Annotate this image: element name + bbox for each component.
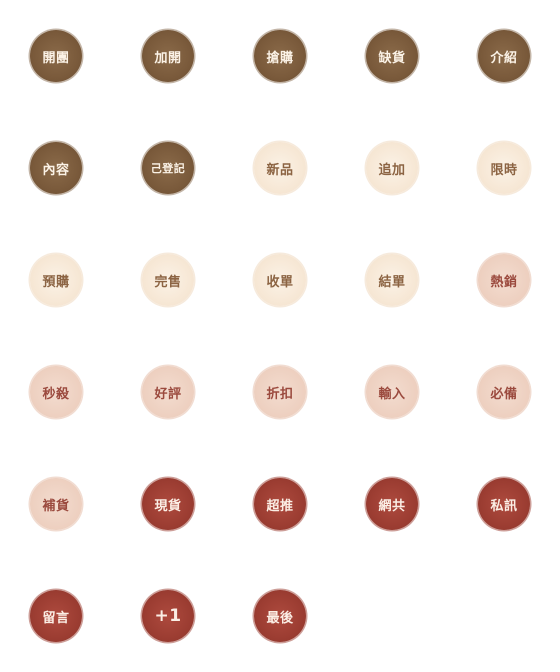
sticker-button[interactable]: 超推 [254,478,306,530]
sticker-button[interactable]: +1 [142,590,194,642]
sticker-button[interactable]: 缺貨 [366,30,418,82]
sticker-label: 介紹 [490,50,518,66]
sticker-label: 追加 [378,162,406,178]
sticker-label: 內容 [42,162,70,178]
sticker-button[interactable]: 搶購 [254,30,306,82]
sticker-label: 收單 [266,274,294,290]
sticker-label: 搶購 [266,50,294,66]
sticker-label: 己登記 [150,162,186,175]
sticker-label: 預購 [42,274,70,290]
sticker-label: 必備 [490,386,518,402]
sticker-button[interactable]: 熱銷 [478,254,530,306]
sticker-button[interactable]: 開團 [30,30,82,82]
sticker-label: 結單 [378,274,406,290]
sticker-button[interactable]: 預購 [30,254,82,306]
sticker-label: 補貨 [42,498,70,514]
sticker-label: 折扣 [266,386,294,402]
sticker-button[interactable]: 追加 [366,142,418,194]
sticker-button[interactable]: 完售 [142,254,194,306]
sticker-label: 新品 [266,162,294,178]
sticker-label: 最後 [266,610,294,626]
sticker-button[interactable]: 補貨 [30,478,82,530]
sticker-label: 超推 [266,498,294,514]
sticker-button[interactable]: 內容 [30,142,82,194]
sticker-button[interactable]: 輸入 [366,366,418,418]
sticker-button[interactable]: 結單 [366,254,418,306]
sticker-button[interactable]: 己登記 [142,142,194,194]
sticker-label: 留言 [42,610,70,626]
sticker-button[interactable]: 好評 [142,366,194,418]
sticker-label: 輸入 [378,386,406,402]
sticker-button[interactable]: 折扣 [254,366,306,418]
sticker-button[interactable]: 私訊 [478,478,530,530]
sticker-button[interactable]: 最後 [254,590,306,642]
sticker-label: 完售 [154,274,182,290]
sticker-label: 好評 [154,386,182,402]
sticker-label: 秒殺 [42,386,70,402]
sticker-label: 限時 [490,162,518,178]
sticker-button[interactable]: 新品 [254,142,306,194]
sticker-label: 加開 [154,50,182,66]
sticker-button[interactable]: 收單 [254,254,306,306]
sticker-button[interactable]: 必備 [478,366,530,418]
sticker-button[interactable]: 現貨 [142,478,194,530]
sticker-label: 熱銷 [490,274,518,290]
sticker-label: 開團 [42,50,70,66]
sticker-label: 網共 [378,498,406,514]
sticker-button[interactable]: 限時 [478,142,530,194]
sticker-button[interactable]: 介紹 [478,30,530,82]
sticker-button[interactable]: 網共 [366,478,418,530]
sticker-label: 現貨 [154,498,182,514]
sticker-button[interactable]: 留言 [30,590,82,642]
sticker-label: 缺貨 [378,50,406,66]
sticker-button[interactable]: 加開 [142,30,194,82]
sticker-label: 私訊 [490,498,518,514]
sticker-button[interactable]: 秒殺 [30,366,82,418]
sticker-label: +1 [154,606,182,626]
